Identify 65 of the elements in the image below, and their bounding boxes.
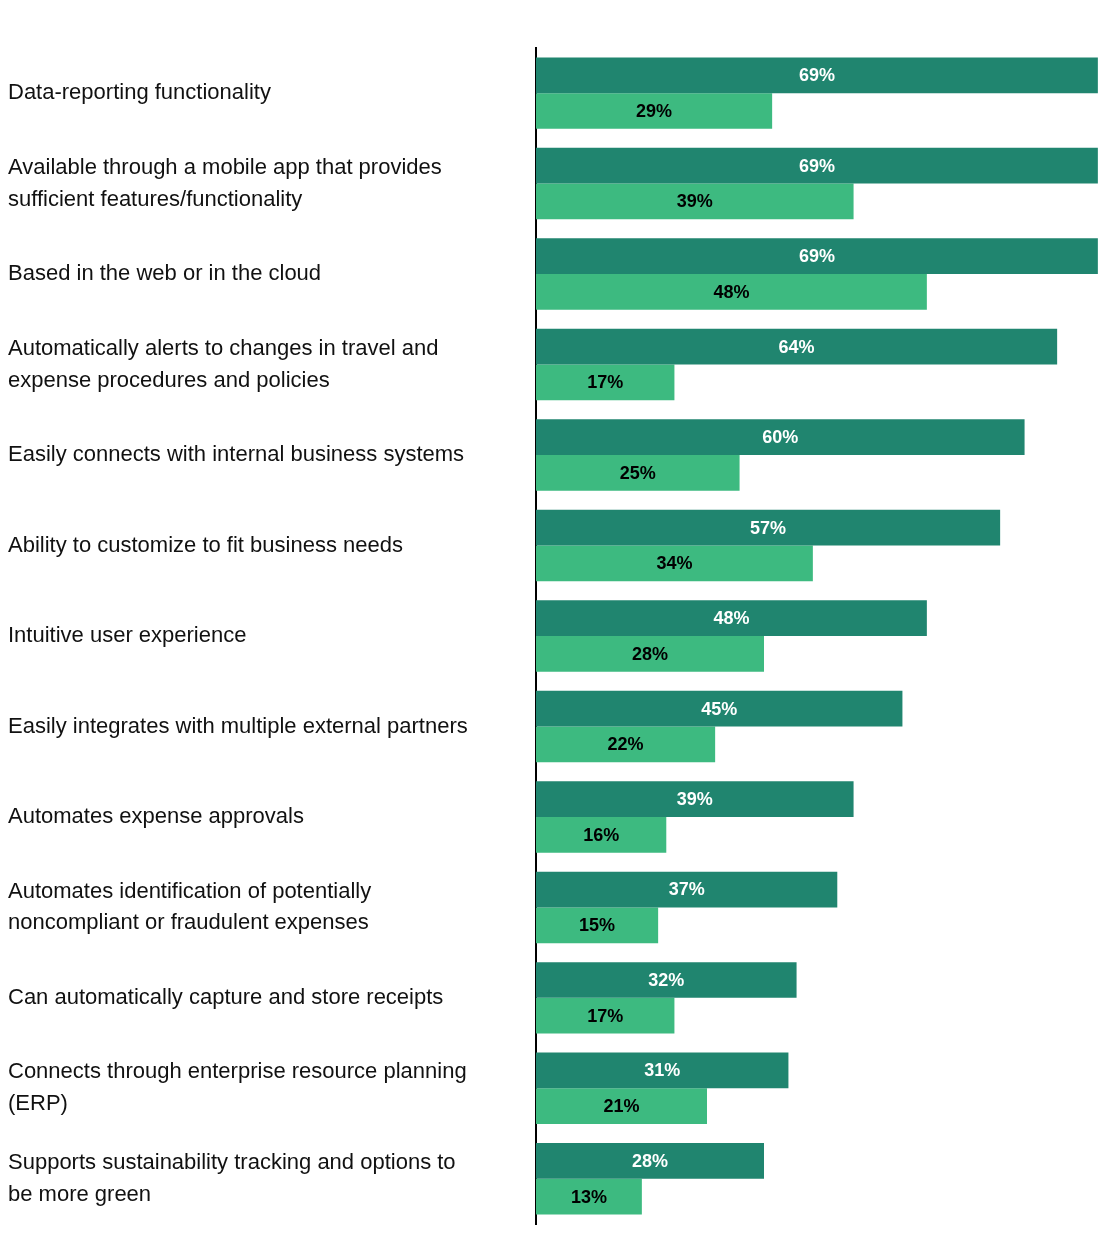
bar bbox=[536, 455, 740, 491]
y-tick-label: Available through a mobile app that provides sufficient features/functionality bbox=[8, 153, 442, 211]
bar bbox=[536, 600, 927, 636]
data-label: 28% bbox=[631, 643, 669, 664]
data-label: 48% bbox=[713, 608, 750, 629]
y-tick-label: Easily connects with internal business systems bbox=[8, 441, 465, 467]
bar bbox=[536, 509, 1001, 546]
data-label: 37% bbox=[668, 879, 705, 900]
bar bbox=[536, 328, 1058, 365]
y-tick-label: Supports sustainability tracking and options to be more green bbox=[8, 1148, 456, 1206]
bar bbox=[536, 274, 927, 310]
bar bbox=[536, 871, 838, 908]
bar bbox=[536, 726, 716, 763]
data-label: 69% bbox=[798, 155, 835, 176]
data-label: 69% bbox=[798, 65, 835, 86]
data-label: 39% bbox=[676, 789, 713, 810]
data-label: 16% bbox=[583, 824, 620, 845]
data-label: 45% bbox=[701, 698, 738, 719]
bar bbox=[536, 997, 675, 1034]
data-label: 69% bbox=[798, 246, 835, 267]
y-tick-label: Connects through enterprise resource planning (ERP) bbox=[8, 1058, 467, 1116]
data-label: 31% bbox=[644, 1060, 681, 1081]
y-tick-label: Easily integrates with multiple external partners bbox=[8, 712, 468, 738]
bar bbox=[536, 962, 797, 998]
data-label: 39% bbox=[676, 191, 713, 212]
bar bbox=[536, 1143, 764, 1179]
data-label: 25% bbox=[619, 462, 656, 483]
y-tick-label: Data-reporting functionality bbox=[8, 79, 271, 105]
y-tick-label: Automates expense approvals bbox=[8, 802, 304, 828]
bar bbox=[536, 419, 1025, 456]
bar bbox=[536, 93, 773, 129]
bar bbox=[536, 816, 667, 853]
bar bbox=[536, 1178, 642, 1215]
bar bbox=[536, 147, 1098, 184]
bar bbox=[536, 183, 854, 220]
y-tick-label: Intuitive user experience bbox=[8, 622, 247, 648]
bar bbox=[536, 57, 1098, 94]
bar bbox=[536, 1052, 789, 1089]
bar bbox=[536, 364, 675, 401]
data-label: 13% bbox=[570, 1186, 607, 1207]
data-label: 22% bbox=[607, 734, 644, 755]
data-label: 32% bbox=[648, 969, 685, 990]
data-label: 48% bbox=[713, 281, 750, 302]
data-label: 28% bbox=[631, 1150, 669, 1171]
bar bbox=[536, 1088, 707, 1125]
data-label: 34% bbox=[656, 553, 693, 574]
y-tick-label: Based in the web or in the cloud bbox=[8, 260, 322, 286]
bar bbox=[536, 238, 1098, 275]
y-tick-label: Automatically alerts to changes in travel and expense procedures and policies bbox=[8, 334, 439, 392]
y-tick-label: Ability to customize to fit business needs bbox=[8, 531, 403, 557]
bar bbox=[536, 781, 854, 817]
bar bbox=[536, 545, 813, 582]
data-label: 17% bbox=[587, 1005, 624, 1026]
bar bbox=[536, 907, 659, 944]
data-label: 17% bbox=[587, 372, 624, 393]
bar bbox=[536, 690, 903, 727]
data-label: 15% bbox=[579, 915, 616, 936]
data-label: 64% bbox=[778, 336, 815, 357]
data-label: 29% bbox=[636, 100, 673, 121]
y-tick-label: Automates identification of potentially noncompliant or fraudulent expenses bbox=[8, 877, 372, 935]
data-label: 60% bbox=[762, 427, 799, 448]
bar bbox=[536, 635, 764, 672]
y-tick-label: Can automatically capture and store receipts bbox=[8, 983, 444, 1009]
data-label: 57% bbox=[750, 517, 787, 538]
data-label: 21% bbox=[603, 1096, 640, 1117]
